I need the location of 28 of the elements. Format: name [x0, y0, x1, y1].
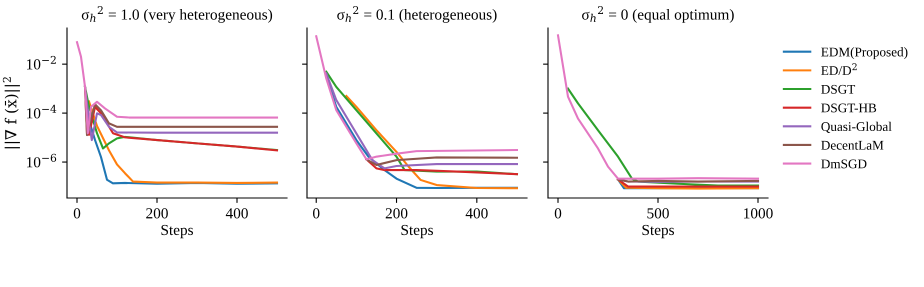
- x-tick-label: 0: [74, 208, 80, 218]
- x-axis-title: Steps: [161, 224, 193, 238]
- legend-label: Quasi-Global: [821, 122, 892, 134]
- x-tick-label: 500: [647, 208, 669, 218]
- line-series: [88, 100, 278, 184]
- x-tick-label: 400: [226, 208, 248, 218]
- line-series: [76, 41, 278, 134]
- legend-label: EDM(Proposed): [821, 47, 908, 60]
- x-tick-label: 0: [312, 208, 320, 218]
- x-tick-label: 200: [146, 208, 168, 218]
- legend-label: ED/D$^{2}$: [821, 63, 857, 76]
- y-tick-label: 10$^{−6}$: [26, 154, 56, 168]
- y-tick-label: 10$^{−2}$: [26, 56, 56, 70]
- x-tick-label: 1000: [744, 208, 773, 218]
- chart-title: σ$_{h}$$^{2}$ = 0 (equal optimum): [582, 6, 734, 23]
- y-tick-label: 10$^{−4}$: [26, 104, 56, 118]
- legend-label: DSGT: [821, 84, 856, 94]
- chart-title: σ$_{h}$$^{2}$ = 1.0 (very heterogeneous): [82, 6, 272, 23]
- y-axis-title: ||∇ f (x̄)||$^{2}$: [2, 77, 20, 148]
- x-axis-title: Steps: [642, 224, 674, 238]
- chart-title: σ$_{h}$$^{2}$ = 0.1 (heterogeneous): [337, 6, 497, 23]
- legend-label: DSGT-HB: [821, 104, 876, 112]
- x-tick-label: 200: [386, 208, 408, 218]
- x-tick-label: 0: [554, 208, 562, 218]
- x-axis-title: Steps: [401, 224, 433, 238]
- legend-label: DecentLaM: [821, 140, 884, 150]
- x-tick-label: 400: [466, 208, 488, 218]
- legend-label: DmSGD: [821, 159, 866, 168]
